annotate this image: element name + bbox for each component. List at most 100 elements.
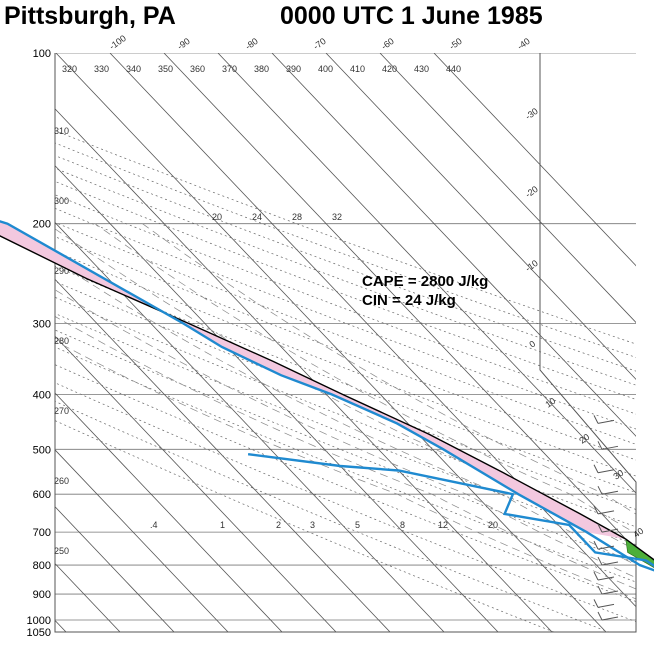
mixing-ratio-label: 20 bbox=[488, 520, 498, 530]
frame-outline bbox=[54, 53, 637, 633]
isotherm-line bbox=[55, 53, 553, 632]
theta-label: 400 bbox=[318, 64, 333, 74]
isotherm-label: -20 bbox=[523, 184, 539, 200]
moist-adiabat-line bbox=[142, 223, 636, 632]
theta-label: 440 bbox=[446, 64, 461, 74]
dry-adiabat-line bbox=[55, 53, 636, 632]
isotherm-line bbox=[217, 53, 636, 632]
cape-annotation: CAPE = 2800 J/kg bbox=[362, 273, 488, 290]
isotherm-label: 20 bbox=[577, 432, 591, 446]
mixing-ratio-label: 12 bbox=[438, 520, 448, 530]
wind-barb bbox=[601, 490, 619, 495]
theta-label: 430 bbox=[414, 64, 429, 74]
isotherm-label: 0 bbox=[527, 339, 537, 350]
dry-adiabat-line bbox=[55, 53, 636, 632]
wind-barb bbox=[597, 469, 615, 474]
isotherm-label: 30 bbox=[611, 468, 625, 482]
dry-adiabat-line bbox=[55, 53, 636, 632]
theta-label: 380 bbox=[254, 64, 269, 74]
mixing-ratio-label: .4 bbox=[150, 520, 158, 530]
wind-barb-flag bbox=[597, 611, 603, 621]
mixing-ratio-label: 5 bbox=[355, 520, 360, 530]
wind-barb bbox=[597, 603, 615, 608]
dry-adiabat-line bbox=[55, 53, 609, 632]
moist-adiabat-line bbox=[55, 223, 636, 632]
mixing-ratio-label: 24 bbox=[252, 212, 262, 222]
wind-barb-flag bbox=[597, 441, 603, 450]
dry-adiabat-line bbox=[55, 53, 636, 632]
theta-label: 340 bbox=[126, 64, 141, 74]
moist-adiabat-line bbox=[55, 223, 636, 632]
pressure-tick-label: 500 bbox=[33, 444, 51, 456]
theta-label: 370 bbox=[222, 64, 237, 74]
pressure-tick-label: 900 bbox=[33, 589, 51, 601]
dry-adiabat-line bbox=[55, 53, 636, 632]
theta-side-label: 270 bbox=[54, 406, 69, 416]
isotherm-line bbox=[0, 53, 12, 632]
wind-barb bbox=[601, 528, 619, 533]
pressure-tick-label: 100 bbox=[33, 48, 51, 60]
isotherm-line bbox=[55, 53, 229, 632]
theta-side-label: 280 bbox=[54, 336, 69, 346]
dry-adiabat-line bbox=[55, 53, 636, 632]
pressure-tick-label: 1050 bbox=[27, 627, 51, 639]
isotherm-line bbox=[109, 53, 636, 632]
wind-barb-flag bbox=[597, 523, 603, 533]
isotherm-line bbox=[271, 53, 636, 632]
dry-adiabat-line bbox=[55, 53, 636, 632]
dry-adiabat-line bbox=[55, 53, 636, 632]
pressure-tick-label: 700 bbox=[33, 527, 51, 539]
wind-barb bbox=[601, 590, 619, 595]
dry-adiabat-line bbox=[55, 53, 636, 632]
isotherm-label: 40 bbox=[631, 526, 645, 540]
isotherm-label: -30 bbox=[523, 106, 539, 122]
wind-barb-flag bbox=[593, 540, 599, 550]
dry-adiabat-line bbox=[55, 53, 636, 632]
mixing-ratio-label: 2 bbox=[276, 520, 281, 530]
theta-label: 420 bbox=[382, 64, 397, 74]
theta-label: 390 bbox=[286, 64, 301, 74]
mixing-ratio-label: 28 bbox=[292, 212, 302, 222]
pressure-tick-label: 200 bbox=[33, 219, 51, 231]
theta-side-label: 300 bbox=[54, 196, 69, 206]
wind-barb bbox=[597, 419, 615, 424]
theta-label: 330 bbox=[94, 64, 109, 74]
mixing-ratio-label: 20 bbox=[212, 212, 222, 222]
wind-barb bbox=[597, 576, 615, 581]
mixing-ratio-label: 1 bbox=[220, 520, 225, 530]
sounding-lines bbox=[0, 220, 654, 572]
isotherm-label: -40 bbox=[515, 36, 531, 52]
theta-label: 350 bbox=[158, 64, 173, 74]
pressure-tick-label: 1000 bbox=[27, 615, 51, 627]
wind-barb-flag bbox=[597, 556, 603, 566]
dry-adiabat-line bbox=[55, 53, 636, 632]
wind-barb-flag bbox=[593, 571, 599, 581]
moist-adiabat-line bbox=[55, 223, 636, 632]
cape-area bbox=[0, 221, 626, 540]
wind-barb-flag bbox=[593, 599, 599, 608]
grid-lines bbox=[0, 53, 636, 632]
dry-adiabat-line bbox=[55, 53, 636, 632]
wind-barb bbox=[597, 545, 615, 550]
wind-barb bbox=[601, 561, 619, 566]
pressure-tick-label: 800 bbox=[33, 560, 51, 572]
isotherm-line bbox=[325, 53, 636, 632]
isotherm-label: -10 bbox=[523, 258, 539, 274]
isotherm-line bbox=[55, 53, 607, 632]
isotherm-label: 10 bbox=[543, 396, 557, 410]
chart-title-time: 0000 UTC 1 June 1985 bbox=[280, 2, 543, 30]
theta-side-label: 310 bbox=[54, 126, 69, 136]
isotherm-label: -90 bbox=[175, 36, 191, 52]
isotherm-line bbox=[433, 53, 636, 632]
moist-adiabat-line bbox=[55, 223, 636, 632]
wind-barb-flag bbox=[597, 485, 603, 495]
pressure-tick-label: 300 bbox=[33, 319, 51, 331]
moist-adiabat-line bbox=[55, 223, 636, 632]
isotherm-line bbox=[55, 53, 499, 632]
isotherm-line bbox=[55, 53, 283, 632]
mixing-ratio-label: 8 bbox=[400, 520, 405, 530]
chart-frame bbox=[54, 53, 637, 633]
theta-side-label: 260 bbox=[54, 476, 69, 486]
